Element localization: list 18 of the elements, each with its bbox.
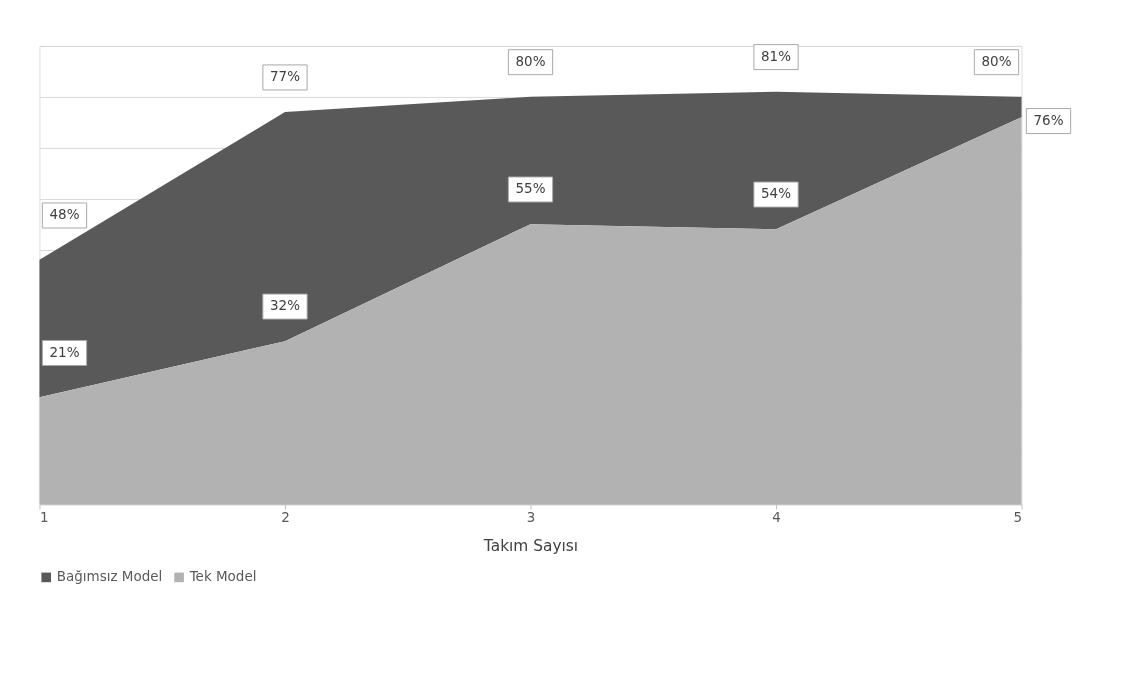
legend-label: Tek Model (188, 568, 257, 585)
x-tick-label: 4 (772, 509, 781, 526)
data-label: 32% (270, 297, 301, 314)
x-axis-title: Takım Sayısı (482, 536, 579, 555)
data-label: 55% (515, 180, 546, 197)
data-label: 76% (1033, 111, 1064, 128)
data-label: 80% (981, 53, 1012, 70)
x-tick-label: 3 (526, 509, 536, 526)
legend-label: Bağımsız Model (56, 568, 163, 585)
data-label: 77% (270, 68, 301, 85)
data-label: 54% (761, 185, 792, 202)
data-label: 81% (761, 47, 792, 64)
x-tick-label: 2 (281, 509, 290, 526)
x-tick-label: 1 (39, 509, 49, 526)
data-label: 48% (49, 206, 80, 223)
data-label: 21% (49, 343, 80, 360)
data-label: 80% (515, 53, 546, 70)
x-tick-label: 5 (1013, 509, 1023, 526)
